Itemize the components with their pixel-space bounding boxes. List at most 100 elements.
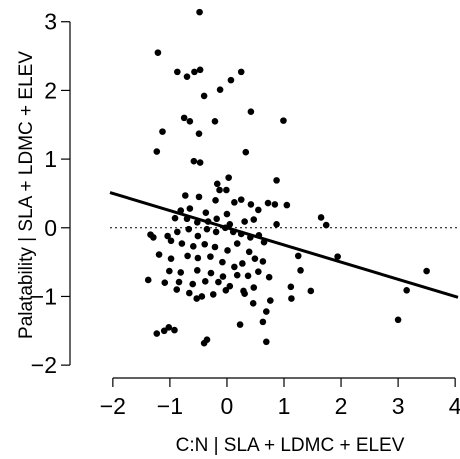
data-point [202,209,210,216]
data-point [233,271,241,279]
x-tick-label: 1 [278,393,291,419]
data-point [297,267,304,274]
data-point [224,247,231,254]
data-point [227,76,235,84]
data-point [193,295,201,302]
data-point [216,86,224,94]
data-point [184,252,191,260]
data-point [255,206,262,214]
y-tick-label: −2 [31,352,57,378]
data-point [247,201,255,208]
data-point [211,118,219,125]
data-point [193,267,201,274]
x-tick-label: −2 [100,393,126,419]
data-point [255,268,262,276]
data-point [173,286,181,293]
data-point [182,192,189,199]
data-point [153,148,161,155]
data-point [236,321,244,328]
data-point [317,214,325,221]
data-point [201,240,209,248]
data-point [200,339,208,347]
data-point [196,8,203,16]
data-point [155,251,163,258]
data-point [154,49,162,56]
data-point [212,228,220,236]
data-point [245,248,253,256]
data-point [144,276,152,284]
data-point [271,201,279,208]
data-point [259,258,267,265]
data-point [195,130,203,137]
data-point [178,240,186,247]
data-point [259,318,267,326]
x-tick-label: 3 [392,393,405,419]
data-point [190,157,198,165]
data-point [307,287,315,295]
data-point [294,252,302,260]
data-point [251,255,259,262]
data-point [263,338,270,346]
data-point [166,267,173,275]
x-tick-label: 0 [221,393,234,419]
data-point [180,114,188,122]
data-point [150,234,157,241]
y-tick-label: 2 [44,77,57,103]
x-axis-title: C:N | SLA + LDMC + ELEV [176,435,405,456]
x-tick-label: 4 [449,393,460,419]
data-point [394,316,402,324]
x-axis: −2 −1 0 1 2 3 4 [100,377,460,419]
data-point [207,253,214,260]
data-point [249,300,257,307]
data-point [231,199,238,206]
data-point [237,68,245,76]
data-point [211,243,219,251]
data-point [216,186,223,194]
data-point [225,174,232,181]
data-point [161,279,169,287]
data-point [153,330,161,337]
data-point [175,278,183,286]
data-point [403,286,410,294]
data-point [207,269,215,277]
data-point [273,221,280,228]
data-point [219,258,226,266]
data-point [244,272,252,280]
data-point [223,210,231,218]
data-point [264,199,272,207]
plot-area [109,8,459,347]
y-axis-title: Palatability | SLA + LDMC + ELEV [16,51,37,339]
data-point [174,68,181,76]
data-point [237,196,245,203]
data-point [194,254,202,262]
y-tick-label: 0 [44,215,57,241]
data-point [191,68,198,76]
data-point [226,221,234,228]
data-point [250,216,258,223]
data-point [183,73,191,80]
data-point [194,232,202,240]
data-point [265,273,273,281]
data-point [209,291,217,298]
data-point [159,128,166,135]
data-point [334,253,341,260]
data-point [242,148,250,156]
data-point [250,284,258,291]
data-point [164,232,171,240]
data-point [322,221,330,229]
data-point [200,92,208,100]
data-point [201,278,209,285]
data-point [247,108,255,116]
data-point [215,278,222,286]
data-point [177,269,185,276]
data-point [212,197,219,204]
data-point [186,205,194,212]
data-point [226,282,234,290]
data-point [160,327,168,335]
data-point [273,177,280,184]
x-tick-label: −1 [157,393,183,419]
data-point [283,201,291,209]
x-tick-label: 2 [335,393,348,419]
data-point [196,159,204,166]
